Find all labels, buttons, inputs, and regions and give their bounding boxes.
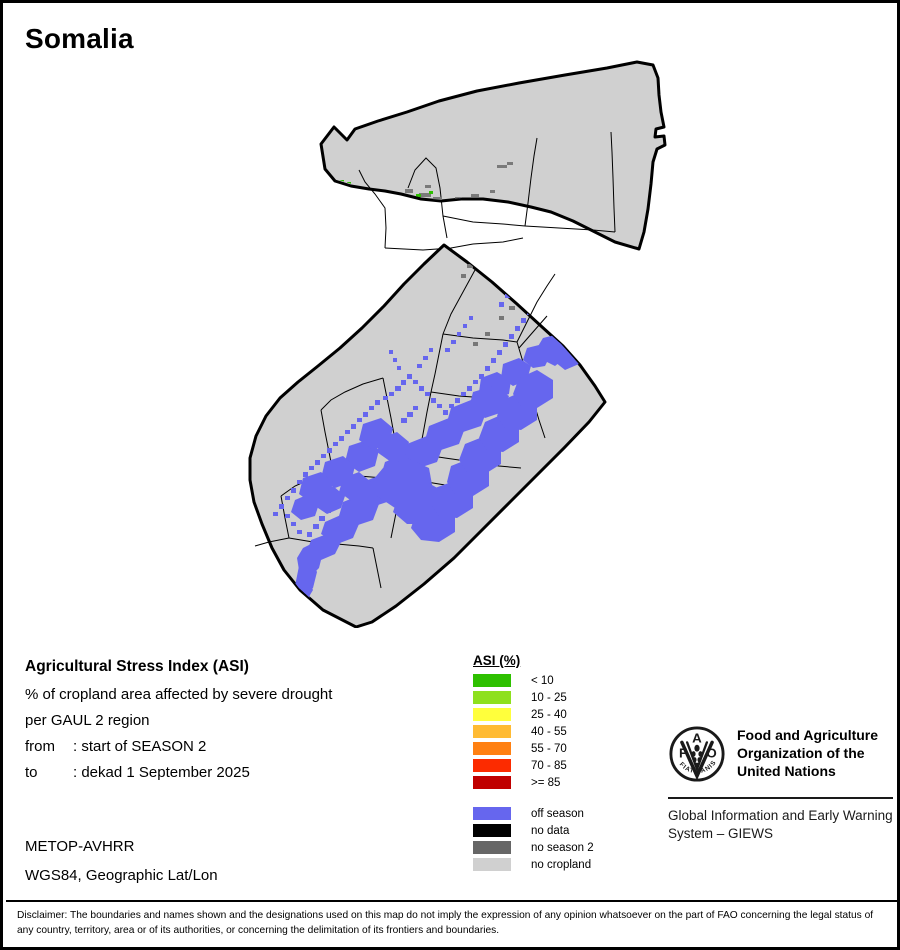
disclaimer-divider	[6, 900, 897, 902]
map-region-north	[319, 60, 667, 251]
legend-swatch	[473, 691, 511, 704]
legend-row: off season	[473, 805, 653, 822]
legend-swatch	[473, 841, 511, 854]
legend-swatch	[473, 674, 511, 687]
legend-swatch	[473, 725, 511, 738]
legend-label: 10 - 25	[531, 691, 567, 704]
map-region-south	[248, 243, 607, 628]
description-period-to: to : dekad 1 September 2025	[25, 764, 455, 781]
legend-label: 55 - 70	[531, 742, 567, 755]
legend-label: 40 - 55	[531, 725, 567, 738]
legend-asi-classes: < 10 10 - 25 25 - 40 40 - 55 55 - 70 70 - 85 >…	[473, 672, 653, 791]
legend-label: 70 - 85	[531, 759, 567, 772]
svg-text:O: O	[706, 745, 716, 760]
sensor-block: METOP-AVHRR WGS84, Geographic Lat/Lon	[25, 838, 425, 896]
description-line-1: % of cropland area affected by severe dr…	[25, 686, 333, 703]
legend-row: no cropland	[473, 856, 653, 873]
legend-label: 25 - 40	[531, 708, 567, 721]
sensor-source: METOP-AVHRR	[25, 838, 135, 855]
giews-system-name: Global Information and Early Warning Sys…	[668, 808, 893, 842]
fao-logo-icon: F A O FIAT PANIS	[668, 725, 726, 788]
description-line-2: per GAUL 2 region	[25, 712, 150, 729]
disclaimer-text: Disclaimer: The boundaries and names sho…	[17, 910, 874, 936]
legend-row: no season 2	[473, 839, 653, 856]
map-figure[interactable]	[3, 48, 897, 628]
svg-text:A: A	[692, 730, 702, 745]
legend-row: 40 - 55	[473, 723, 653, 740]
svg-text:F: F	[679, 745, 687, 760]
map-projection: WGS84, Geographic Lat/Lon	[25, 867, 218, 884]
description-block: Agricultural Stress Index (ASI) % of cro…	[25, 658, 455, 790]
legend-swatch	[473, 824, 511, 837]
legend-row: >= 85	[473, 774, 653, 791]
legend-title: ASI (%)	[473, 653, 521, 668]
page-title: Somalia	[25, 23, 134, 54]
legend-swatch	[473, 759, 511, 772]
from-label: from	[25, 738, 55, 755]
legend-row: 55 - 70	[473, 740, 653, 757]
legend-label: no cropland	[531, 858, 592, 871]
legend-label: off season	[531, 807, 584, 820]
from-value: : start of SEASON 2	[73, 738, 207, 755]
legend-row: no data	[473, 822, 653, 839]
legend-label: no data	[531, 824, 570, 837]
fao-branding: F A O FIAT PANIS Food and Agriculture Or…	[668, 725, 893, 843]
north-landmass	[319, 60, 667, 251]
legend-row: 10 - 25	[473, 689, 653, 706]
fao-divider	[668, 797, 893, 799]
legend-row: 25 - 40	[473, 706, 653, 723]
legend-swatch	[473, 742, 511, 755]
map-legend: ASI (%) < 10 10 - 25 25 - 40 40 - 55 55 - 70…	[473, 653, 653, 873]
to-value: : dekad 1 September 2025	[73, 764, 250, 781]
legend-label: >= 85	[531, 776, 561, 789]
legend-swatch	[473, 708, 511, 721]
north-admin-boundaries	[358, 131, 616, 251]
legend-swatch	[473, 858, 511, 871]
legend-row: < 10	[473, 672, 653, 689]
legend-row: 70 - 85	[473, 757, 653, 774]
legend-label: no season 2	[531, 841, 594, 854]
legend-other-classes: off season no data no season 2 no cropland	[473, 805, 653, 873]
to-label: to	[25, 764, 38, 781]
legend-swatch	[473, 807, 511, 820]
description-heading: Agricultural Stress Index (ASI)	[25, 658, 249, 675]
description-period-from: from : start of SEASON 2	[25, 738, 455, 755]
legend-label: < 10	[531, 674, 554, 687]
fao-organization-name: Food and Agriculture Organization of the…	[737, 727, 879, 779]
legend-swatch	[473, 776, 511, 789]
